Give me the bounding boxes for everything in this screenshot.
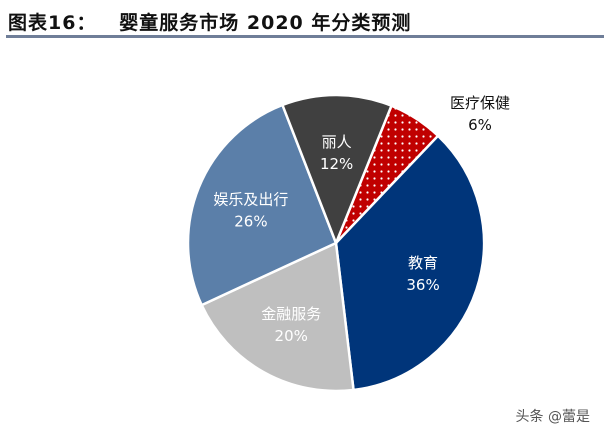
pie-slice-2 (199, 241, 355, 393)
slice-label: 娱乐及出行 (213, 191, 288, 209)
slice-label: 医疗保健 (450, 94, 510, 112)
slice-label: 教育 (408, 254, 438, 272)
pie-slice-1 (334, 134, 486, 392)
title-divider (6, 35, 604, 38)
slice-value-label: 20% (275, 327, 308, 345)
slice-value-label: 6% (468, 116, 492, 134)
slice-label: 金融服务 (261, 305, 321, 323)
pie-slice-4 (280, 93, 394, 247)
pie-slice-3 (186, 103, 338, 307)
slice-value-label: 36% (406, 276, 439, 294)
chart-title: 图表16： 婴童服务市场 2020 年分类预测 (8, 12, 412, 34)
slice-value-label: 26% (234, 213, 267, 231)
slice-value-label: 12% (320, 155, 353, 173)
watermark: 头条 @蕾是 (515, 409, 590, 425)
slice-label: 丽人 (322, 133, 352, 151)
